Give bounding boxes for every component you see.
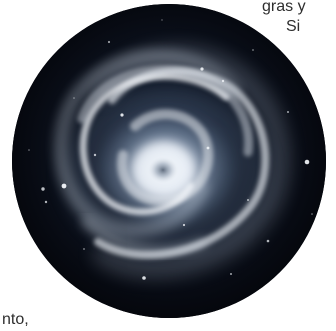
galaxy-photo bbox=[12, 4, 326, 318]
article-text-second-fragment: Si bbox=[286, 18, 301, 35]
star-field bbox=[28, 19, 313, 280]
article-text-top-fragment: gras y bbox=[262, 0, 306, 15]
spiral-arms bbox=[53, 46, 290, 278]
spiral-galaxy-illustration bbox=[12, 4, 326, 318]
article-text-bottom-fragment: nto, bbox=[2, 311, 29, 328]
galaxy-center bbox=[147, 156, 179, 184]
